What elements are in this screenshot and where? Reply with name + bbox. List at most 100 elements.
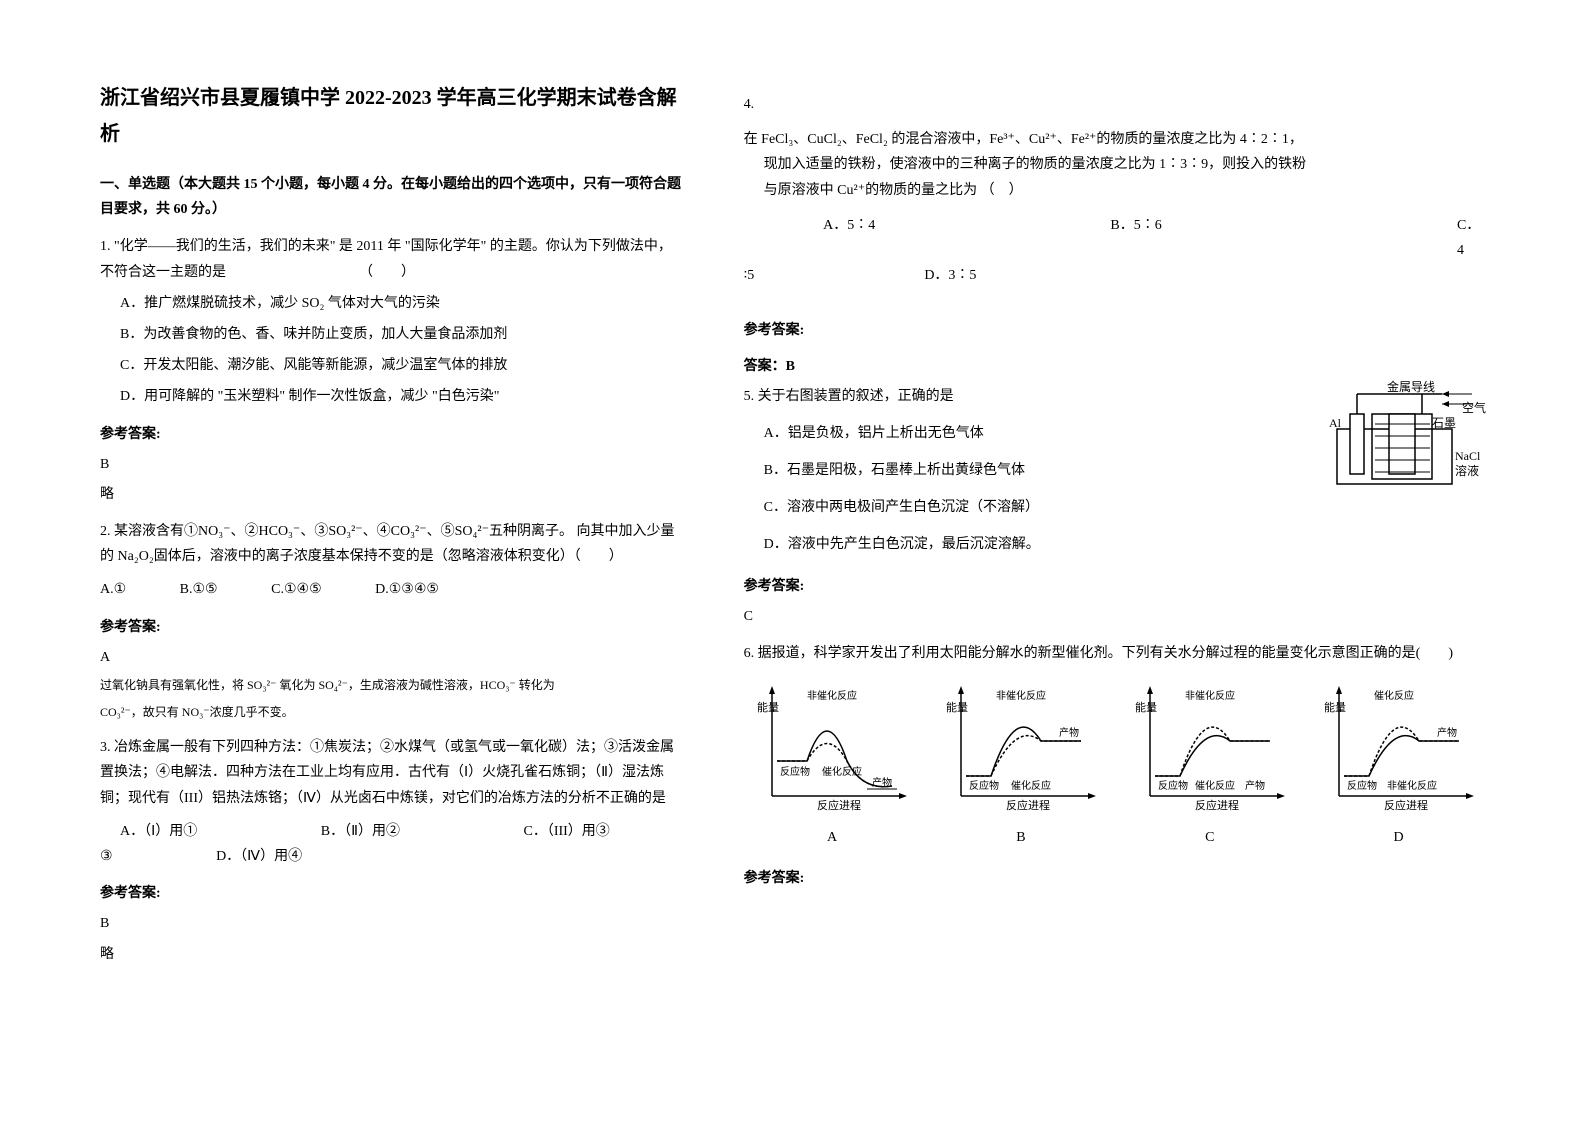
- q5-answer: C: [744, 604, 1487, 629]
- svg-text:非催化反应: 非催化反应: [807, 689, 857, 702]
- left-column: 浙江省绍兴市县夏履镇中学 2022-2023 学年高三化学期末试卷含解析 一、单…: [100, 80, 684, 1042]
- question-1: 1. "化学——我们的生活，我们的未来" 是 2011 年 "国际化学年" 的主…: [100, 234, 684, 409]
- energy-diagram-b-icon: 能量 非催化反应 反应物 催化反应 产物 反应进程: [941, 681, 1101, 811]
- q5-opt-d: D．溶液中先产生白色沉淀，最后沉淀溶解。: [764, 532, 1312, 557]
- q5-opt-c: C．溶液中两电极间产生白色沉淀（不溶解）: [764, 495, 1312, 520]
- svg-text:催化反应: 催化反应: [822, 765, 862, 778]
- svg-text:产物: 产物: [1437, 726, 1457, 739]
- q3-answer: B: [100, 911, 684, 936]
- answer-label: 参考答案:: [100, 422, 684, 447]
- svg-text:能量: 能量: [946, 700, 968, 714]
- svg-text:能量: 能量: [1135, 700, 1157, 714]
- q1-opt-b: B．为改善食物的色、香、味并防止变质，加人大量食品添加剂: [120, 322, 684, 347]
- q3-note: 略: [100, 942, 684, 967]
- q4-text2: 现加入适量的铁粉，使溶液中的三种离子的物质的量浓度之比为 1∶3∶9，则投入的铁…: [764, 152, 1487, 177]
- svg-text:能量: 能量: [1324, 700, 1346, 714]
- svg-text:反应进程: 反应进程: [1384, 798, 1428, 811]
- page-title: 浙江省绍兴市县夏履镇中学 2022-2023 学年高三化学期末试卷含解析: [100, 80, 684, 152]
- answer-label-3: 参考答案:: [100, 881, 684, 906]
- energy-diagram-c-icon: 能量 非催化反应 反应物 催化反应 产物 反应进程: [1130, 681, 1290, 811]
- svg-text:反应物: 反应物: [1158, 779, 1188, 792]
- energy-diagram-a-icon: 能量 非催化反应 反应物 催化反应 产物 反应进程: [752, 681, 912, 811]
- section-header: 一、单选题（本大题共 15 个小题，每小题 4 分。在每小题给出的四个选项中，只…: [100, 172, 684, 222]
- answer-label-5: 参考答案:: [744, 574, 1487, 599]
- answer-label-6: 参考答案:: [744, 866, 1487, 891]
- q4-options: A．5∶4 B．5∶6 C．4 ∶5 D．3∶5: [744, 213, 1487, 289]
- q4-num: 4.: [744, 92, 1487, 117]
- q3-options: A．（Ⅰ）用① B．（Ⅱ）用② C．（III）用③ ③ D．（Ⅳ）用④: [100, 819, 684, 869]
- svg-text:反应进程: 反应进程: [1006, 798, 1050, 811]
- energy-diagram-d-icon: 能量 催化反应 产物 反应物 非催化反应 反应进程: [1319, 681, 1479, 811]
- q1-opt-d: D．用可降解的 "玉米塑料" 制作一次性饭盒，减少 "白色污染": [120, 384, 684, 409]
- chart-a-label: A: [744, 825, 921, 850]
- svg-text:反应物: 反应物: [969, 779, 999, 792]
- svg-text:反应进程: 反应进程: [817, 798, 861, 811]
- q1-opt-a: A．推广燃煤脱硫技术，减少 SO₂ 气体对大气的污染: [120, 291, 684, 316]
- q2-opt-a: A.①: [100, 582, 126, 597]
- q4-opt-a: A．5∶4: [823, 213, 912, 263]
- svg-text:非催化反应: 非催化反应: [1185, 689, 1235, 702]
- q4-opt-d: D．3∶5: [924, 263, 976, 288]
- svg-text:非催化反应: 非催化反应: [1387, 779, 1437, 792]
- q1-answer: B: [100, 452, 684, 477]
- q3-opt-b: B．（Ⅱ）用②: [321, 824, 400, 839]
- chart-d-label: D: [1310, 825, 1487, 850]
- q2-opt-b: B.①⑤: [180, 582, 218, 597]
- chart-c-label: C: [1121, 825, 1298, 850]
- q4-opt-c2: ∶5: [744, 263, 755, 288]
- question-5: 5. 关于右图装置的叙述，正确的是 A．铝是负极，铝片上析出无色气体 B．石墨是…: [744, 384, 1487, 564]
- chart-d: 能量 催化反应 产物 反应物 非催化反应 反应进程 D: [1310, 681, 1487, 850]
- q3-opt-c-cont: ③: [100, 849, 113, 864]
- q2-note1: 过氧化钠具有强氧化性，将 SO₃²⁻ 氧化为 SO₄²⁻，生成溶液为碱性溶液，H…: [100, 675, 684, 697]
- svg-text:产物: 产物: [872, 776, 892, 789]
- q4-answer: 答案：B: [744, 354, 1487, 379]
- q6-charts: 能量 非催化反应 反应物 催化反应 产物 反应进程 A 能量: [744, 681, 1487, 850]
- chart-c: 能量 非催化反应 反应物 催化反应 产物 反应进程 C: [1121, 681, 1298, 850]
- answer-label-4: 参考答案:: [744, 318, 1487, 343]
- q6-text: 6. 据报道，科学家开发出了利用太阳能分解水的新型催化剂。下列有关水分解过程的能…: [744, 641, 1487, 666]
- svg-text:反应进程: 反应进程: [1195, 798, 1239, 811]
- q4-text1: 在 FeCl₃、CuCl₂、FeCl₂ 的混合溶液中，Fe³⁺、Cu²⁺、Fe²…: [744, 127, 1487, 152]
- q1-opt-c: C．开发太阳能、潮汐能、风能等新能源，减少温室气体的排放: [120, 353, 684, 378]
- q2-note2: CO₃²⁻，故只有 NO₃⁻浓度几乎不变。: [100, 702, 684, 724]
- right-column: 4. 在 FeCl₃、CuCl₂、FeCl₂ 的混合溶液中，Fe³⁺、Cu²⁺、…: [744, 80, 1487, 1042]
- svg-text:反应物: 反应物: [780, 765, 810, 778]
- q5-opt-a: A．铝是负极，铝片上析出无色气体: [764, 421, 1312, 446]
- svg-text:非催化反应: 非催化反应: [996, 689, 1046, 702]
- air-label: 空气: [1462, 398, 1486, 420]
- q4-opt-c: C．4: [1457, 213, 1487, 263]
- svg-text:反应物: 反应物: [1347, 779, 1377, 792]
- svg-text:产物: 产物: [1245, 779, 1265, 792]
- question-3: 3. 冶炼金属一般有下列四种方法：①焦炭法；②水煤气（或氢气或一氧化碳）法；③活…: [100, 735, 684, 869]
- q3-text: 3. 冶炼金属一般有下列四种方法：①焦炭法；②水煤气（或氢气或一氧化碳）法；③活…: [100, 735, 684, 811]
- chart-b-label: B: [933, 825, 1110, 850]
- svg-text:催化反应: 催化反应: [1195, 779, 1235, 792]
- al-label: Al: [1329, 413, 1341, 435]
- question-2: 2. 某溶液含有①NO₃⁻、②HCO₃⁻、③SO₃²⁻、④CO₃²⁻、⑤SO₄²…: [100, 519, 684, 603]
- q4-text3: 与原溶液中 Cu²⁺的物质的量之比为 （ ）: [764, 178, 1487, 203]
- q2-options: A.① B.①⑤ C.①④⑤ D.①③④⑤: [100, 577, 684, 602]
- wire-label: 金属导线: [1387, 377, 1435, 399]
- svg-text:产物: 产物: [1059, 726, 1079, 739]
- q3-opt-d: D．（Ⅳ）用④: [216, 849, 302, 864]
- svg-text:催化反应: 催化反应: [1374, 689, 1414, 702]
- svg-text:能量: 能量: [757, 700, 779, 714]
- q3-opt-c: C．（III）用③: [523, 824, 609, 839]
- q2-answer: A: [100, 645, 684, 670]
- q1-note: 略: [100, 482, 684, 507]
- q1-text: 1. "化学——我们的生活，我们的未来" 是 2011 年 "国际化学年" 的主…: [100, 234, 684, 284]
- q2-opt-c: C.①④⑤: [271, 582, 322, 597]
- solution-label: 溶液: [1455, 461, 1479, 483]
- q5-opt-b: B．石墨是阳极，石墨棒上析出黄绿色气体: [764, 458, 1312, 483]
- chart-b: 能量 非催化反应 反应物 催化反应 产物 反应进程 B: [933, 681, 1110, 850]
- graphite-label: 石墨: [1432, 413, 1456, 435]
- q2-opt-d: D.①③④⑤: [375, 582, 439, 597]
- q3-opt-a: A．（Ⅰ）用①: [120, 824, 197, 839]
- q4-opt-b: B．5∶6: [1110, 213, 1199, 263]
- q5-diagram: 金属导线 空气 Al 石墨 NaCl 溶液: [1327, 384, 1487, 497]
- question-6: 6. 据报道，科学家开发出了利用太阳能分解水的新型催化剂。下列有关水分解过程的能…: [744, 641, 1487, 851]
- answer-label-2: 参考答案:: [100, 615, 684, 640]
- q2-text: 2. 某溶液含有①NO₃⁻、②HCO₃⁻、③SO₃²⁻、④CO₃²⁻、⑤SO₄²…: [100, 519, 684, 569]
- chart-a: 能量 非催化反应 反应物 催化反应 产物 反应进程 A: [744, 681, 921, 850]
- q5-text: 5. 关于右图装置的叙述，正确的是: [744, 384, 1312, 409]
